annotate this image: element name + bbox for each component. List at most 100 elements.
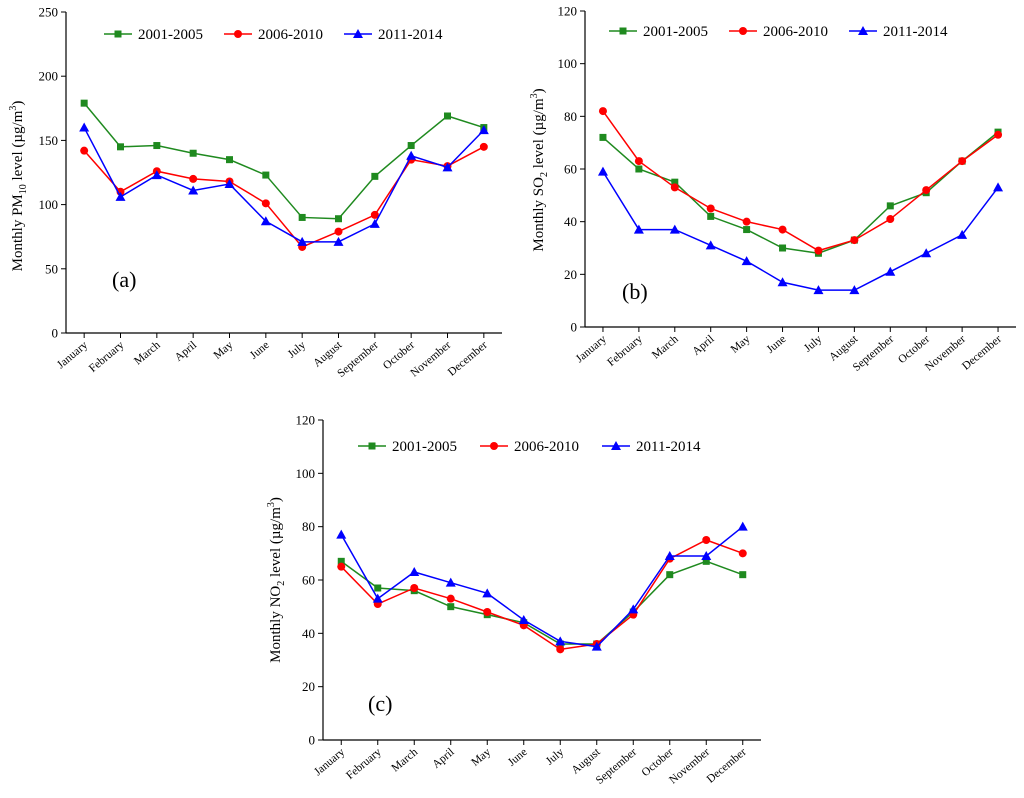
x-tick-label: April [690,333,716,358]
y-axis-label-sub: 2 [539,172,550,177]
data-point [446,594,455,603]
data-point [483,608,492,616]
y-tick-label: 200 [39,69,59,84]
x-tick-label: June [506,746,530,769]
x-tick-label: January [312,746,347,778]
legend-label: 2001-2005 [643,24,708,40]
data-point [671,178,679,186]
x-tick-label: April [173,339,199,364]
data-point [406,150,417,160]
y-axis-label-sup: 3 [8,106,19,111]
series-line-2001-2005 [602,131,999,255]
y-tick-label: 100 [558,56,578,71]
data-point [80,146,89,155]
data-point [337,557,345,565]
x-tick-label: November [923,333,968,374]
y-tick-label: 50 [45,261,58,276]
y-tick-label: 40 [564,214,577,229]
x-tick-label: December [446,339,490,379]
data-point [224,179,235,189]
y-axis-label: Monthly SO2 level (µg/m3) [529,88,550,251]
data-point [849,285,860,295]
data-point [556,645,565,654]
x-tick-label: March [650,333,681,362]
data-point [739,571,747,579]
data-point [371,172,379,180]
y-tick-label: 0 [571,320,578,335]
data-point [738,549,747,558]
y-axis-label-sup: 3 [529,93,540,98]
legend-label: 2001-2005 [138,27,203,43]
data-point [335,215,342,223]
x-tick-label: July [802,333,825,355]
x-tick-label: December [960,333,1004,373]
x-tick-label: September [594,746,640,787]
legend-marker [368,442,376,450]
legend-marker [234,30,242,38]
legend-label: 2011-2014 [636,439,701,455]
y-tick-label: 80 [302,519,315,534]
x-tick-label: May [729,333,753,356]
data-point [370,210,379,219]
x-tick-label: February [344,746,384,782]
legend-label: 2011-2014 [883,24,948,40]
y-axis-label-mid: level (µg/m [268,507,284,581]
data-point [189,174,198,183]
data-point [813,285,824,295]
y-tick-label: 40 [302,626,315,641]
data-point [442,162,453,172]
data-point [702,557,710,565]
x-tick-label: August [570,746,604,777]
data-point [518,615,529,624]
data-point [151,170,162,180]
data-point [957,229,968,239]
legend-label: 2006-2010 [258,27,323,43]
x-tick-label: March [389,746,420,775]
series-line-2011-2014 [340,526,744,648]
y-axis-label: Monthly PM10 level (µg/m3) [8,101,29,272]
legend-marker [858,26,868,35]
y-tick-label: 20 [564,267,577,282]
x-tick-label: September [851,333,897,374]
x-tick-label: February [605,333,645,369]
y-tick-label: 80 [564,109,577,124]
y-axis-label: Monthly NO2 level (µg/m3) [266,497,287,663]
data-point [447,603,455,611]
data-point [409,567,420,576]
data-point [226,156,233,164]
y-axis-label-pre: Monthly PM [10,194,26,271]
data-point [333,236,344,246]
y-tick-label: 250 [39,5,59,20]
data-point [850,236,859,245]
y-tick-label: 0 [309,733,316,748]
y-tick-label: 100 [39,197,59,212]
x-tick-label: January [574,333,609,365]
data-point [188,185,199,195]
x-tick-label: March [132,339,163,368]
x-tick-label: July [544,746,567,768]
data-point [298,213,306,221]
data-point [743,226,751,234]
data-point [372,593,383,603]
data-point [701,551,712,560]
y-axis-label-post: ) [268,497,284,502]
data-point [261,199,270,208]
data-point [117,143,124,151]
y-tick-label: 60 [564,162,577,177]
data-point [482,588,493,598]
data-point [635,165,643,173]
data-point [407,142,415,150]
y-axis-label-sub: 2 [276,581,287,586]
data-point [886,215,895,224]
data-point [779,244,787,252]
y-tick-label: 120 [296,413,316,428]
y-tick-label: 150 [39,133,59,148]
data-point [374,584,382,592]
data-point [80,99,88,107]
data-point [737,521,748,531]
data-point [702,536,711,544]
x-tick-label: May [212,339,236,362]
data-point [922,186,931,195]
data-point [410,584,419,592]
